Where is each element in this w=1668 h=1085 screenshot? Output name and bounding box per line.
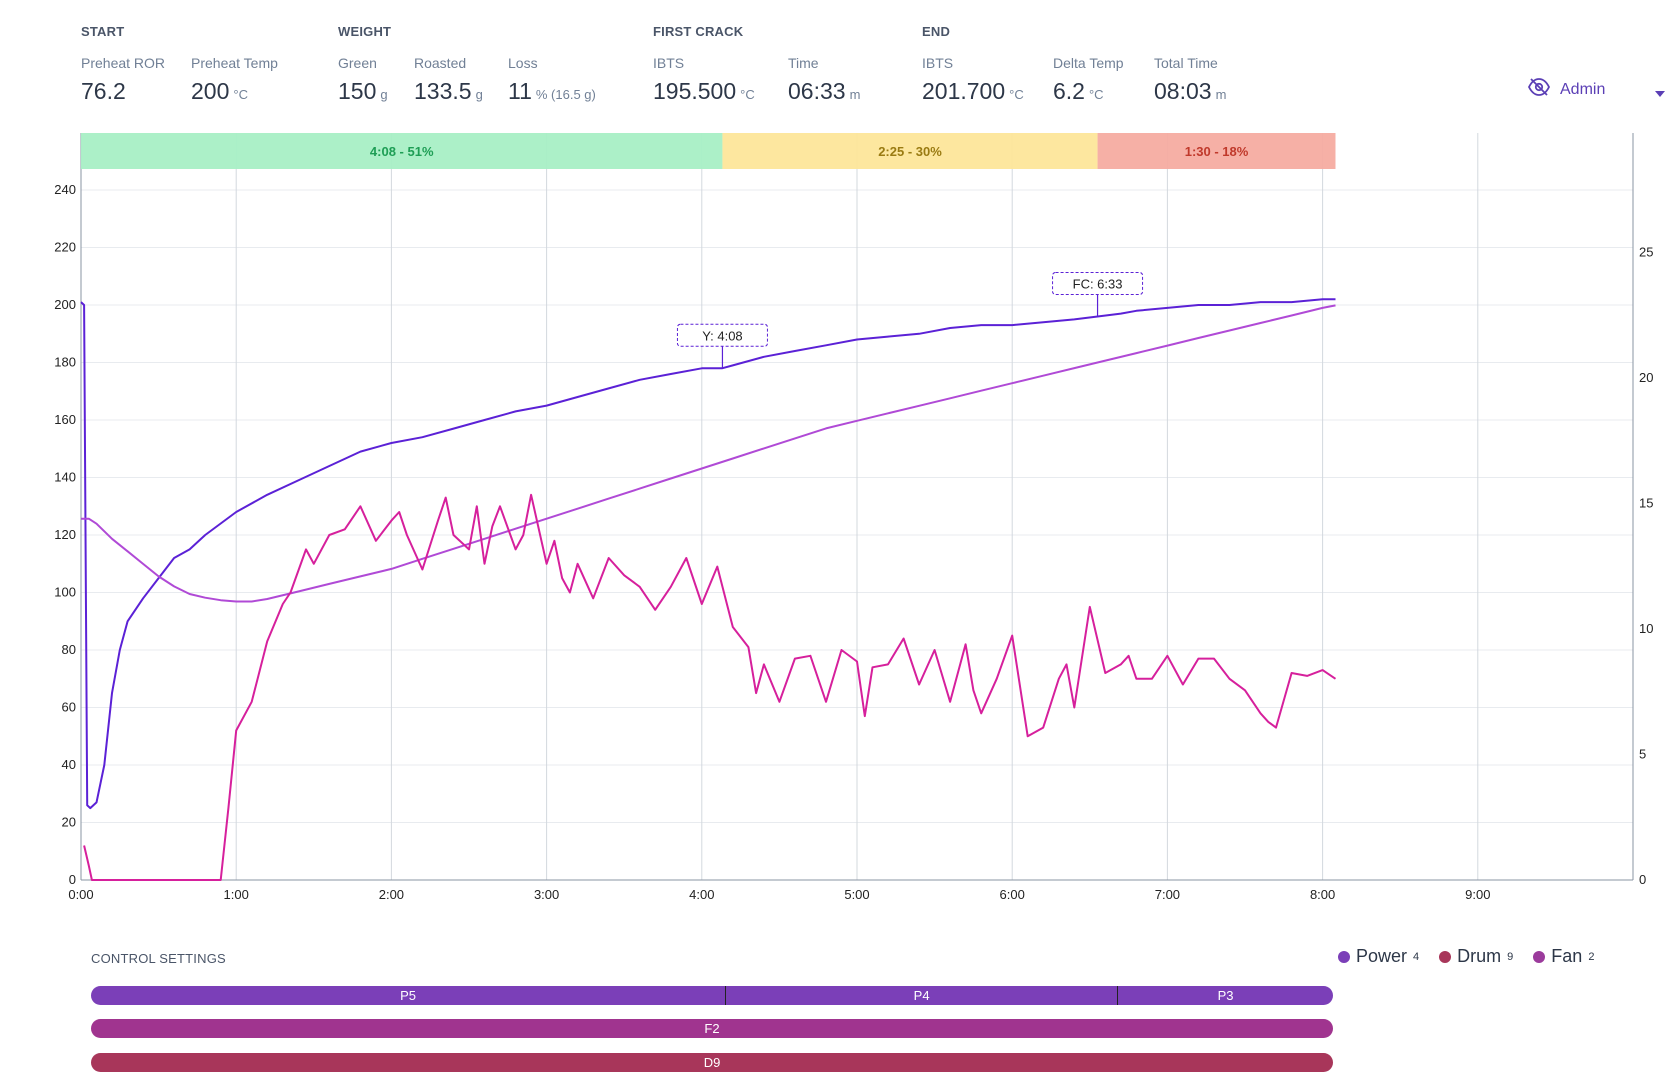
- legend-fan-label: Fan: [1551, 946, 1583, 966]
- phase-band: [81, 133, 723, 169]
- y-tick-label: 180: [54, 355, 76, 370]
- total-time-label: Total Time: [1154, 55, 1218, 71]
- x-tick-label: 4:00: [689, 887, 714, 902]
- user-menu[interactable]: Admin: [1527, 78, 1606, 101]
- y-tick-label: 240: [54, 182, 76, 197]
- preheat-temp-value: 200 °C: [191, 78, 248, 104]
- delta-temp-value: 6.2 °C: [1053, 78, 1104, 104]
- loss-label: Loss: [508, 55, 538, 71]
- legend-fan-level: 2: [1588, 950, 1595, 963]
- green-value: 150 g: [338, 78, 388, 104]
- end-ibts-label: IBTS: [922, 55, 954, 71]
- end-title: END: [922, 24, 951, 39]
- x-tick-label: 0:00: [68, 887, 93, 902]
- power-settings-bar[interactable]: P5 P4 P3: [91, 986, 1333, 1005]
- y-tick-label: 60: [62, 700, 76, 715]
- y-right-tick-label: 15: [1639, 496, 1653, 511]
- annotation-box: [676, 323, 768, 347]
- legend-drum-label: Drum: [1457, 946, 1502, 966]
- phase-band: [1097, 133, 1336, 169]
- x-tick-label: 5:00: [844, 887, 869, 902]
- power-segment-p3[interactable]: P3: [1117, 986, 1333, 1005]
- fc-time-label: Time: [788, 55, 819, 71]
- y-right-tick-label: 25: [1639, 245, 1653, 260]
- fc-ibts-label: IBTS: [653, 55, 685, 71]
- phase-band: [722, 133, 1098, 169]
- y-tick-label: 220: [54, 240, 76, 255]
- annotation-label: FC: 6:33: [1073, 277, 1123, 292]
- series-line: [83, 493, 1337, 881]
- roasted-value: 133.5 g: [414, 78, 483, 104]
- phase-label: 4:08 - 51%: [370, 144, 434, 159]
- x-tick-label: 1:00: [224, 887, 249, 902]
- green-label: Green: [338, 55, 377, 71]
- user-name: Admin: [1560, 80, 1606, 98]
- end-ibts-value: 201.700 °C: [922, 78, 1024, 104]
- y-tick-label: 200: [54, 297, 76, 312]
- x-tick-label: 8:00: [1310, 887, 1335, 902]
- series-line: [80, 298, 1336, 810]
- fan-settings-bar[interactable]: F2: [91, 1019, 1333, 1038]
- roasted-label: Roasted: [414, 55, 467, 71]
- drum-settings-bar[interactable]: D9: [91, 1053, 1333, 1072]
- y-right-tick-label: 10: [1639, 621, 1653, 636]
- power-segment-p5[interactable]: P5: [400, 988, 416, 1003]
- fc-ibts-value: 195.500 °C: [653, 78, 755, 104]
- legend-drum-swatch: [1439, 950, 1452, 963]
- drum-segment-d9[interactable]: D9: [703, 1055, 721, 1070]
- phase-label: 2:25 - 30%: [878, 144, 942, 159]
- y-right-tick-label: 5: [1639, 747, 1646, 762]
- chevron-down-icon[interactable]: [1655, 91, 1665, 97]
- legend-power-swatch: [1338, 950, 1350, 963]
- y-tick-label: 20: [62, 815, 76, 830]
- y-tick-label: 140: [54, 470, 76, 485]
- delta-temp-label: Delta Temp: [1053, 55, 1124, 71]
- legend-drum-level: 9: [1507, 950, 1514, 963]
- power-segment-p4[interactable]: P4: [725, 986, 1117, 1005]
- legend-drum[interactable]: Drum 9: [1439, 946, 1513, 967]
- legend-fan-swatch: [1533, 950, 1546, 963]
- legend-power-label: Power: [1356, 946, 1408, 966]
- legend-power[interactable]: Power 4: [1338, 946, 1419, 967]
- eye-off-icon: [1527, 78, 1551, 101]
- annotation-box: [1052, 272, 1144, 295]
- x-tick-label: 6:00: [1000, 887, 1025, 902]
- legend-power-level: 4: [1413, 950, 1420, 963]
- preheat-ror-value: 76.2: [81, 78, 126, 104]
- first-crack-title: FIRST CRACK: [653, 24, 744, 39]
- loss-value: 11% (16.5 g): [508, 78, 596, 104]
- control-settings-title: CONTROL SETTINGS: [91, 951, 226, 966]
- series-line: [81, 304, 1336, 603]
- weight-title: WEIGHT: [338, 24, 392, 39]
- legend-fan[interactable]: Fan 2: [1533, 946, 1594, 967]
- fan-segment-f2[interactable]: F2: [704, 1021, 720, 1036]
- x-tick-label: 3:00: [534, 887, 559, 902]
- y-tick-label: 100: [54, 585, 76, 600]
- x-tick-label: 9:00: [1465, 887, 1490, 902]
- y-right-tick-label: 20: [1639, 370, 1653, 385]
- y-tick-label: 160: [54, 412, 76, 427]
- fc-time-value: 06:33 m: [788, 78, 861, 104]
- y-tick-label: 120: [54, 527, 76, 542]
- x-tick-label: 7:00: [1155, 887, 1180, 902]
- y-tick-label: 40: [62, 757, 76, 772]
- total-time-value: 08:03 m: [1154, 78, 1227, 104]
- y-tick-label: 0: [69, 872, 76, 887]
- annotation-label: Y: 4:08: [702, 328, 742, 343]
- start-title: START: [81, 24, 125, 39]
- y-right-tick-label: 0: [1639, 872, 1646, 887]
- y-tick-label: 80: [62, 642, 76, 657]
- controls-legend: Power 4 Drum 9 Fan 2: [1338, 946, 1594, 967]
- phase-label: 1:30 - 18%: [1185, 144, 1249, 159]
- preheat-ror-label: Preheat ROR: [81, 55, 166, 71]
- preheat-temp-label: Preheat Temp: [191, 55, 278, 71]
- x-tick-label: 2:00: [379, 887, 404, 902]
